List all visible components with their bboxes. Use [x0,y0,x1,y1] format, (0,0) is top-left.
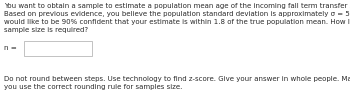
Bar [24,41,92,56]
Text: You want to obtain a sample to estimate a population mean age of the incoming fa: You want to obtain a sample to estimate … [4,3,350,33]
Text: n =: n = [4,46,17,51]
Text: Do not round between steps. Use technology to find z-score. Give your answer in : Do not round between steps. Use technolo… [4,76,350,90]
